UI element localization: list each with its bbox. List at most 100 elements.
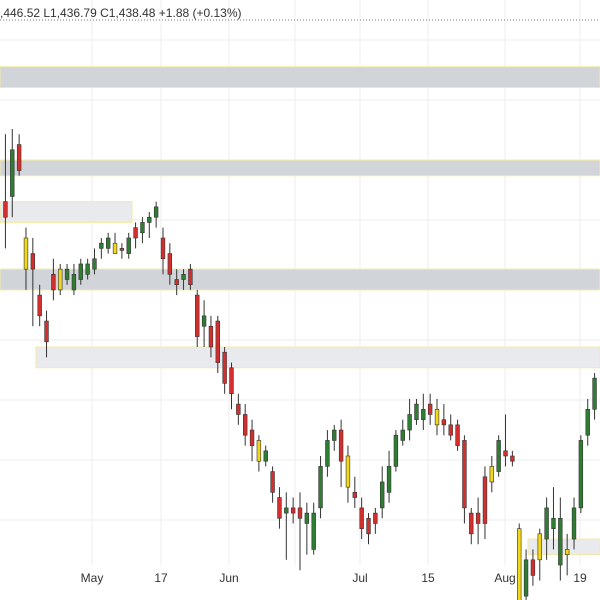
candle xyxy=(489,456,495,493)
candle xyxy=(544,497,549,560)
candle-body xyxy=(503,450,508,457)
candle-body xyxy=(414,403,419,420)
candle xyxy=(181,269,186,290)
candle-body xyxy=(496,440,501,472)
candle xyxy=(78,258,83,285)
candle-body xyxy=(530,559,536,576)
supply-demand-zone xyxy=(0,268,600,291)
candle xyxy=(37,284,42,327)
candle xyxy=(92,248,97,275)
candle xyxy=(304,502,310,555)
candle xyxy=(510,450,515,467)
candle-body xyxy=(366,517,371,535)
candle-body xyxy=(58,268,63,291)
candle-body xyxy=(318,466,323,509)
candle xyxy=(10,129,15,218)
candle xyxy=(160,227,166,275)
candle xyxy=(530,549,536,586)
candle xyxy=(140,217,145,244)
candle xyxy=(386,450,392,503)
candle-body xyxy=(16,144,22,171)
candle xyxy=(201,300,207,347)
candle xyxy=(523,549,529,600)
candle xyxy=(133,222,138,249)
candle xyxy=(585,398,590,446)
candle-body xyxy=(523,559,529,597)
candle-body xyxy=(400,429,405,441)
candle-body xyxy=(537,533,542,561)
candle-body xyxy=(551,517,556,529)
candle xyxy=(469,507,474,545)
candle xyxy=(400,419,405,446)
x-tick-label: Jul xyxy=(352,571,367,585)
candle-body xyxy=(208,325,214,348)
x-tick-label: 15 xyxy=(421,571,435,585)
candle-body xyxy=(284,507,289,514)
candle-body xyxy=(263,450,268,462)
candle xyxy=(503,414,508,467)
candle-body xyxy=(469,512,474,535)
candle xyxy=(215,315,220,373)
candle-body xyxy=(10,149,15,197)
x-tick-label: May xyxy=(81,571,104,585)
candle-body xyxy=(23,237,29,270)
candle-body xyxy=(585,408,590,436)
candle-body xyxy=(380,481,385,509)
candle xyxy=(290,497,296,524)
candle xyxy=(126,232,131,259)
candle xyxy=(578,435,584,514)
candle-body xyxy=(564,549,570,555)
candle-body xyxy=(427,403,433,415)
supply-demand-zone xyxy=(0,201,133,223)
candle xyxy=(325,430,330,477)
candle xyxy=(71,263,77,296)
candle-body xyxy=(297,507,303,519)
candle xyxy=(564,533,570,576)
candle xyxy=(462,435,467,524)
supply-demand-zone xyxy=(0,159,600,177)
candle xyxy=(475,497,481,545)
candle xyxy=(407,398,412,441)
candle xyxy=(359,497,364,540)
candle-body xyxy=(325,440,330,467)
candle-body xyxy=(434,408,440,426)
candle-body xyxy=(510,455,515,462)
candle xyxy=(3,134,8,249)
x-tick-label: Aug xyxy=(494,571,515,585)
candle-body xyxy=(517,528,522,600)
candle-body xyxy=(174,279,179,286)
candle-body xyxy=(386,466,392,493)
candle xyxy=(332,424,337,451)
candle xyxy=(277,487,282,529)
candle xyxy=(427,393,433,425)
candle xyxy=(208,315,214,358)
candle xyxy=(188,263,193,290)
candle xyxy=(174,269,179,296)
candle xyxy=(338,419,344,488)
candle xyxy=(571,497,577,550)
candle xyxy=(366,513,371,545)
candle xyxy=(373,507,378,534)
candle xyxy=(284,492,289,560)
candle-body xyxy=(448,424,453,436)
candle xyxy=(345,445,351,503)
supply-demand-zone xyxy=(35,346,600,369)
candle-body xyxy=(558,517,563,566)
candle xyxy=(222,347,227,394)
supply-demand-zone xyxy=(0,66,600,88)
candle xyxy=(167,243,173,285)
candle-body xyxy=(140,222,145,234)
candle-body xyxy=(592,377,597,410)
candle-body xyxy=(290,507,296,514)
candle xyxy=(517,523,522,600)
candle-body xyxy=(256,440,262,462)
candle-body xyxy=(482,476,488,524)
candle xyxy=(236,393,241,425)
candle-body xyxy=(112,242,118,254)
candle-body xyxy=(229,367,234,395)
candle xyxy=(352,476,357,508)
candle xyxy=(551,487,556,550)
candle-body xyxy=(544,507,549,540)
